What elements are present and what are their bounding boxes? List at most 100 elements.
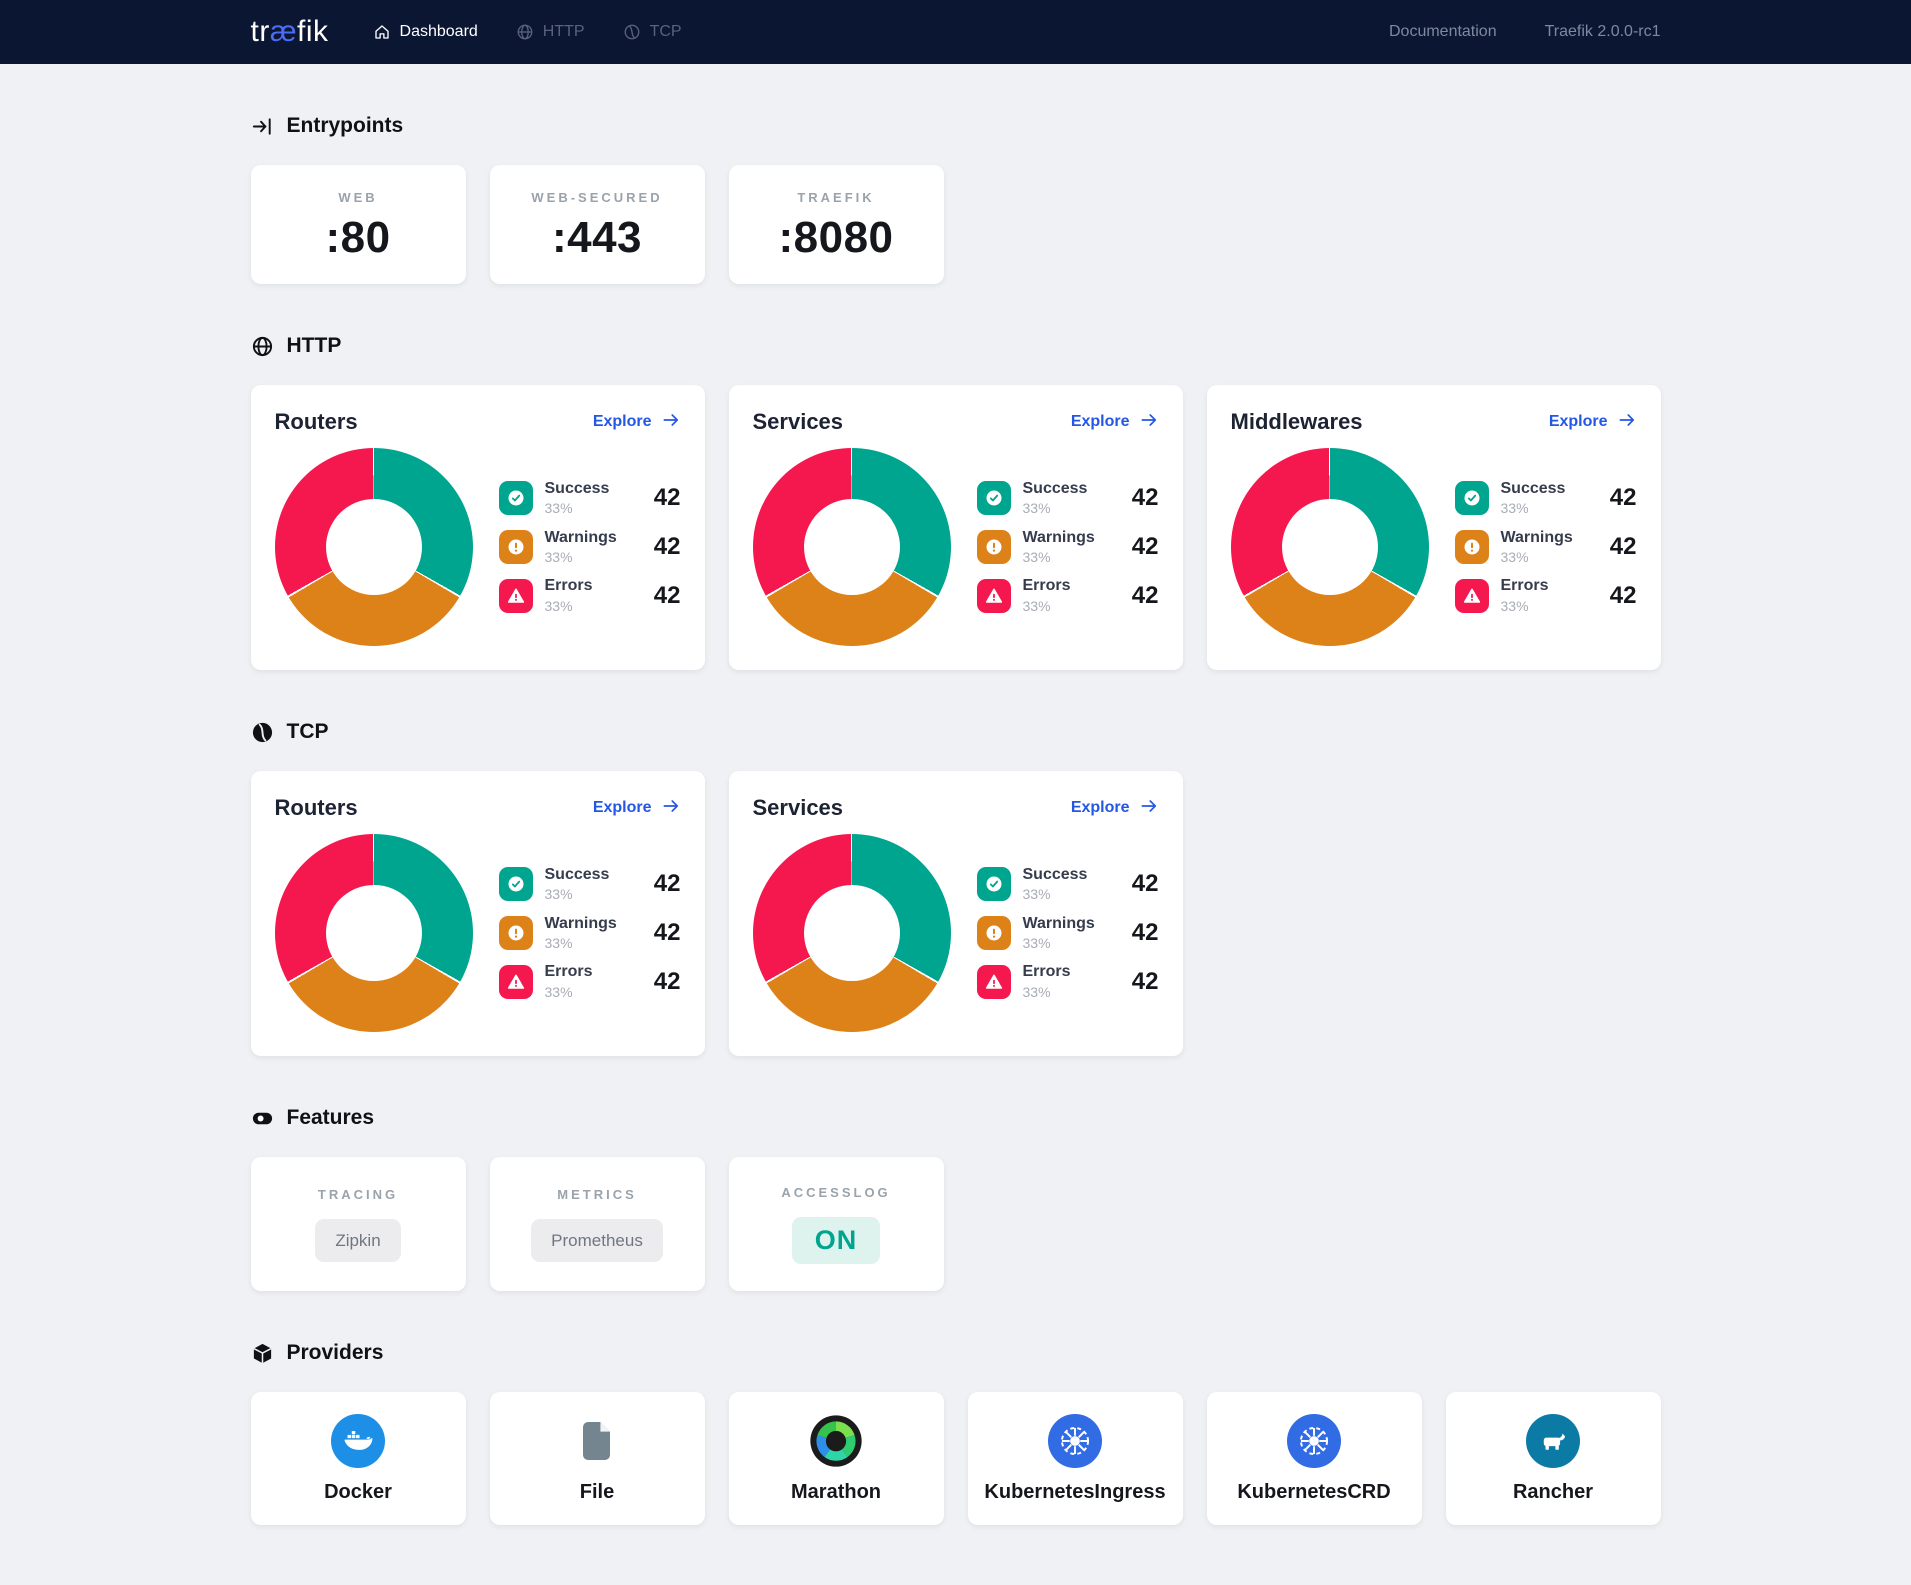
legend-value: 42 [1131,581,1159,609]
success-icon [976,867,1011,901]
http-section: HTTP Routers Explore Success 33% [250,334,1661,670]
legend-row-warnings: Warnings 33% 42 [976,528,1159,567]
explore-link[interactable]: Explore [1071,410,1159,435]
kubernetes-icon [1287,1413,1341,1468]
legend-value: 42 [1131,484,1159,511]
provider-label: Docker [324,1480,392,1503]
provider-card-file: File [489,1392,705,1525]
dashboard-content: Entrypoints WEB :80 WEB-SECURED :443 TRA… [250,114,1661,1573]
http-middlewares-card: Middlewares Explore Success 33% 42 [1206,385,1661,670]
error-icon [976,964,1011,999]
legend-row-warnings: Warnings 33% 42 [498,914,681,953]
legend-name: Errors [544,963,593,981]
success-icon [498,481,533,515]
entrypoint-label: TRAEFIK [797,189,875,205]
error-icon [498,578,533,613]
chart-legend: Success 33% 42 Warnings 33% 42 Errors 33% 4… [1454,479,1637,616]
chart-legend: Success 33% 42 Warnings 33% 42 Errors 33% 4… [976,865,1159,1002]
card-title: Services [752,795,844,820]
legend-row-warnings: Warnings 33% 42 [498,528,681,567]
legend-percent: 33% [1500,500,1529,517]
legend-name: Success [544,865,610,883]
explore-label: Explore [592,799,652,816]
legend-percent: 33% [544,598,573,615]
legend-row-errors: Errors 33% 42 [498,962,681,1001]
documentation-link[interactable]: Documentation [1388,23,1497,40]
warning-icon [498,915,533,950]
legend-row-errors: Errors 33% 42 [498,576,681,615]
donut-chart [274,834,473,1032]
card-title: Services [752,409,844,434]
success-icon [498,867,533,901]
file-icon [570,1414,624,1468]
donut-chart [752,448,951,646]
legend-value: 42 [1609,581,1637,609]
traefik-logo: træfik [251,15,329,49]
provider-label: KubernetesIngress [984,1480,1166,1503]
feature-label: METRICS [557,1186,637,1202]
legend-value: 42 [653,581,681,609]
legend-row-errors: Errors 33% 42 [976,962,1159,1001]
logo-text: fik [297,15,329,48]
card-title: Routers [274,409,358,434]
legend-name: Errors [1500,577,1549,595]
legend-value: 42 [1131,967,1159,995]
legend-row-success: Success 33% 42 [498,479,681,518]
arrow-right-icon [661,796,681,821]
nav-item-dashboard[interactable]: Dashboard [373,23,478,41]
features-section: Features TRACING Zipkin METRICS Promethe… [250,1106,1661,1291]
package-icon [251,1342,274,1365]
donut-chart [1230,448,1429,646]
legend-name: Warnings [1022,914,1095,932]
section-title: TCP [286,720,329,743]
arrow-right-icon [1139,410,1159,435]
providers-section: Providers Docker File Marathon [250,1341,1661,1525]
provider-card-docker: Docker [250,1392,466,1525]
arrow-right-icon [1617,410,1637,435]
entrypoint-port: :443 [551,212,643,262]
explore-link[interactable]: Explore [1549,410,1637,435]
legend-value: 42 [653,918,681,946]
donut-chart [752,834,951,1032]
legend-row-success: Success 33% 42 [498,865,681,904]
entrypoint-port: :80 [325,212,391,262]
explore-link[interactable]: Explore [593,796,681,821]
provider-card-kubernetes-crd: KubernetesCRD [1206,1392,1422,1525]
legend-percent: 33% [544,549,573,566]
provider-label: Marathon [791,1480,881,1503]
nav-item-tcp[interactable]: TCP [623,23,682,41]
legend-name: Warnings [1022,528,1095,546]
error-icon [976,578,1011,613]
http-services-card: Services Explore Success 33% 42 [728,385,1183,670]
explore-label: Explore [1070,413,1130,430]
donut-chart [274,448,473,646]
top-navbar: træfik Dashboard HTTP TCP Documentation … [0,0,1911,64]
section-title: Features [286,1106,375,1129]
nav-item-http[interactable]: HTTP [516,23,585,41]
legend-value: 42 [1131,870,1159,897]
section-title: Entrypoints [286,114,404,137]
explore-link[interactable]: Explore [1071,796,1159,821]
legend-name: Errors [1022,963,1071,981]
nav-label: HTTP [542,23,585,40]
arrow-right-icon [1139,796,1159,821]
feature-label: ACCESSLOG [781,1184,891,1200]
legend-value: 42 [1131,532,1159,560]
nav-label: TCP [649,23,682,40]
chart-legend: Success 33% 42 Warnings 33% 42 Errors 33% 4… [976,479,1159,616]
tcp-ball-icon [251,721,274,744]
explore-link[interactable]: Explore [593,410,681,435]
feature-value-badge: Prometheus [531,1218,663,1262]
legend-name: Success [1022,479,1088,497]
legend-name: Success [1500,479,1566,497]
provider-label: File [579,1480,615,1503]
legend-row-warnings: Warnings 33% 42 [976,914,1159,953]
docker-icon [331,1413,385,1468]
legend-row-errors: Errors 33% 42 [976,576,1159,615]
chart-legend: Success 33% 42 Warnings 33% 42 Errors 33% 4… [498,865,681,1002]
legend-percent: 33% [544,886,573,903]
home-icon [373,23,391,41]
explore-label: Explore [1070,799,1130,816]
feature-value-badge: Zipkin [315,1218,401,1262]
legend-percent: 33% [1022,598,1051,615]
